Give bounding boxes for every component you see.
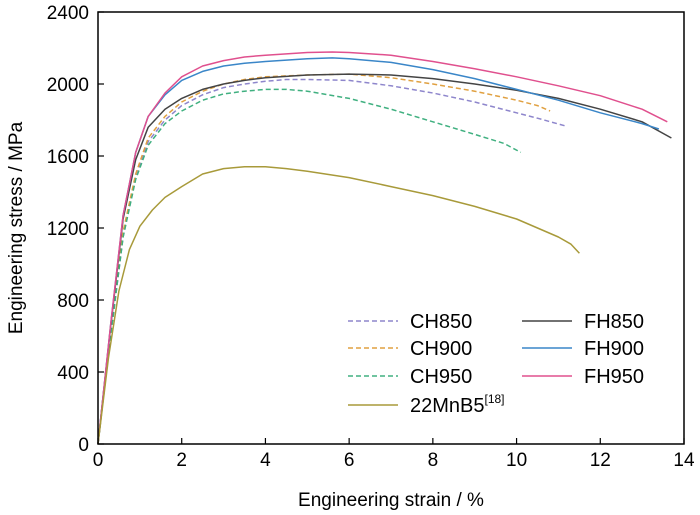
legend-label-text: CH900 (410, 338, 472, 360)
legend-label-text: 22MnB5 (410, 395, 485, 417)
plot-series-group (97, 51, 672, 445)
legend-label-ch850: CH850 (410, 311, 472, 333)
y-tick-label: 2400 (47, 3, 89, 24)
legend-label-text: FH900 (584, 338, 644, 360)
legend-label-text: FH850 (584, 311, 644, 333)
y-tick-label: 400 (57, 363, 89, 384)
y-axis-label: Engineering stress / MPa (6, 121, 27, 334)
series-line-ch900 (97, 73, 551, 445)
legend-label-text: FH950 (584, 366, 644, 388)
x-tick-label: 6 (344, 450, 355, 471)
legend-label-fh900: FH900 (584, 338, 644, 360)
x-tick-label: 0 (93, 450, 104, 471)
x-tick-label: 2 (176, 450, 187, 471)
legend-label-fh850: FH850 (584, 311, 644, 333)
x-tick-label: 8 (428, 450, 439, 471)
legend-label-superscript: [18] (485, 392, 505, 406)
y-tick-label: 0 (78, 435, 89, 456)
y-tick-label: 1200 (47, 219, 89, 240)
legend: CH850 CH900 CH950 FH850 FH900 FH950 22MnB5[18] (348, 311, 644, 417)
series-line-fh950 (97, 51, 668, 445)
series-line-ch950 (97, 88, 522, 445)
legend-label-fh950: FH950 (584, 366, 644, 388)
y-tick-label: 800 (57, 291, 89, 312)
y-tick-label: 2000 (47, 75, 89, 96)
axis-ticks (97, 11, 685, 445)
legend-label-text: CH850 (410, 311, 472, 333)
x-tick-label: 10 (506, 450, 527, 471)
legend-label-text: CH950 (410, 366, 472, 388)
axis-tick-labels: 0 2 4 6 8 10 12 14 0 400 800 1200 1600 2000 2400 (47, 3, 695, 471)
legend-label-ch950: CH950 (410, 366, 472, 388)
legend-label-ch900: CH900 (410, 338, 472, 360)
x-axis-label: Engineering strain / % (298, 490, 484, 511)
x-tick-label: 12 (590, 450, 611, 471)
series-line-22mnb5 (97, 166, 580, 445)
y-tick-label: 1600 (47, 147, 89, 168)
series-line-fh900 (97, 57, 660, 445)
legend-label-22mnb5: 22MnB5[18] (410, 392, 505, 417)
x-tick-label: 4 (260, 450, 271, 471)
x-tick-label: 14 (673, 450, 695, 471)
series-line-ch850 (97, 78, 567, 445)
series-line-fh850 (97, 73, 672, 445)
